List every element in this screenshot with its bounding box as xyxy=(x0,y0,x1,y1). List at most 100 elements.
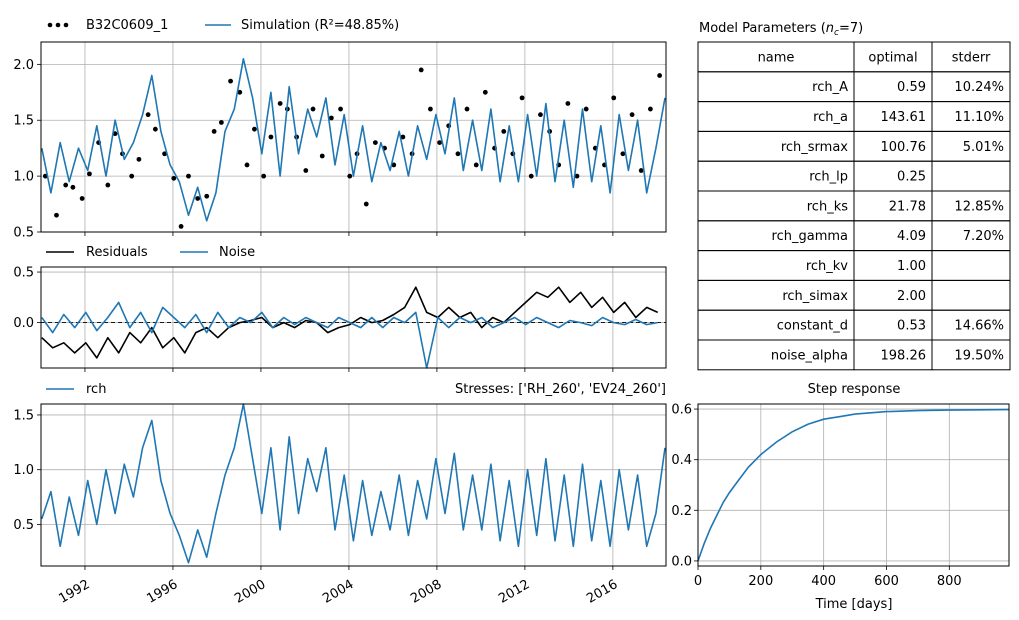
data-point xyxy=(277,101,283,106)
table-cell-text: 4.09 xyxy=(897,229,926,244)
contribution-legend: rch xyxy=(46,382,106,397)
y-tick-label: 1.0 xyxy=(13,463,34,478)
data-point xyxy=(261,173,267,179)
table-cell-text: rch_lp xyxy=(809,170,848,185)
step-response-line xyxy=(697,408,1010,562)
step-grid xyxy=(697,404,1009,566)
table-cell-text: rch_A xyxy=(812,80,848,95)
data-point xyxy=(70,184,76,190)
head-ticks: 0.5 1.0 1.5 2.0 xyxy=(13,58,614,241)
data-point xyxy=(648,106,653,112)
data-point xyxy=(583,106,589,112)
contribution-panel: 0.5 1.0 1.5 1992 1996 2000 2004 2008 2012 2016 rc… xyxy=(13,382,667,607)
parameters-cells: name optimal stderr rch_A 0.59 10.24% rch_a 143… xyxy=(697,41,1011,371)
table-cell-text: rch_gamma xyxy=(772,229,848,244)
data-point xyxy=(620,151,626,157)
legend-label-residuals: Residuals xyxy=(86,245,148,260)
step-axes-frame xyxy=(697,403,1010,567)
y-tick-label: 1.5 xyxy=(13,114,34,129)
data-point xyxy=(538,112,543,118)
data-point xyxy=(464,106,470,112)
head-panel: 0.5 1.0 1.5 2.0 B32C0609_1 Simulation (R²=4… xyxy=(13,18,667,241)
x-tick-label: 600 xyxy=(874,574,899,589)
parameters-table: Model Parameters (nc=7) name optimal stder… xyxy=(697,21,1011,371)
y-tick-label: 0.5 xyxy=(13,518,34,533)
residuals-ticks: 0.0 0.5 xyxy=(13,266,614,372)
table-cell-text: 10.24% xyxy=(954,80,1004,95)
head-series xyxy=(41,57,666,229)
legend-marker-observed xyxy=(47,22,53,28)
data-point xyxy=(574,173,580,179)
table-cell-text: noise_alpha xyxy=(771,348,848,363)
data-point xyxy=(455,151,461,157)
data-point xyxy=(195,196,201,201)
legend-label-noise: Noise xyxy=(219,245,255,260)
data-point xyxy=(186,173,191,179)
series-line-1 xyxy=(41,403,666,564)
legend-marker-observed xyxy=(55,22,61,28)
series-line-1 xyxy=(41,286,659,359)
x-tick-label: 2000 xyxy=(232,577,268,607)
table-cell xyxy=(931,250,1011,281)
legend-marker-observed xyxy=(63,22,69,28)
y-tick-label: 0.4 xyxy=(671,453,692,468)
residuals-panel: 0.0 0.5 Residuals Noise xyxy=(13,245,667,372)
data-point xyxy=(63,182,69,188)
table-cell-text: 14.66% xyxy=(954,319,1004,334)
residuals-series xyxy=(41,286,659,369)
data-point xyxy=(228,78,233,84)
y-tick-label: 0.2 xyxy=(671,504,692,519)
parameters-title: Model Parameters (nc=7) xyxy=(699,21,863,38)
data-point xyxy=(211,129,217,134)
x-tick-label: 2004 xyxy=(320,577,356,607)
x-tick-label: 800 xyxy=(937,574,962,589)
x-tick-label: 2012 xyxy=(496,577,532,607)
table-cell xyxy=(931,339,1011,371)
data-point xyxy=(638,168,644,173)
table-cell-text: 21.78 xyxy=(889,199,926,214)
table-header-text: optimal xyxy=(868,50,917,65)
table-cell xyxy=(931,279,1011,311)
data-point xyxy=(400,134,406,140)
data-point xyxy=(152,126,158,132)
y-tick-label: 1.0 xyxy=(13,170,34,185)
series-line-2 xyxy=(41,57,666,222)
residuals-axes-frame xyxy=(40,266,667,369)
table-cell-text: rch_simax xyxy=(782,289,848,304)
data-point xyxy=(473,162,479,168)
table-cell-text: 143.61 xyxy=(881,110,927,125)
data-point xyxy=(303,168,309,173)
data-point xyxy=(87,171,92,177)
table-cell-text: 7.20% xyxy=(963,229,1004,244)
data-point xyxy=(437,140,443,145)
stresses-label: Stresses: ['RH_260', 'EV24_260'] xyxy=(455,382,666,397)
x-tick-label: 400 xyxy=(811,574,836,589)
table-cell-text: 198.26 xyxy=(881,348,927,363)
table-cell-text: constant_d xyxy=(777,319,848,334)
data-point xyxy=(611,95,617,101)
data-point xyxy=(565,101,571,106)
step-response-title: Step response xyxy=(808,382,901,397)
table-cell-text: 0.53 xyxy=(897,319,926,334)
data-point xyxy=(528,173,534,179)
head-legend: B32C0609_1 Simulation (R²=48.85%) xyxy=(47,18,399,33)
data-point xyxy=(136,156,142,162)
x-tick-label: 200 xyxy=(748,574,773,589)
data-point xyxy=(328,115,334,121)
table-cell-text: 1.00 xyxy=(897,259,926,274)
x-tick-label: 2016 xyxy=(584,577,620,607)
contribution-axes-frame xyxy=(40,403,667,567)
data-point xyxy=(657,73,663,78)
data-point xyxy=(252,126,257,132)
contribution-series xyxy=(41,403,666,564)
data-point xyxy=(268,134,274,140)
x-tick-label: 1992 xyxy=(56,577,92,607)
data-point xyxy=(372,140,378,145)
x-tick-label: 0 xyxy=(694,574,702,589)
table-cell-text: 12.85% xyxy=(954,199,1004,214)
step-ticks: 0 200 400 600 800 0.0 0.2 0.4 0.6 xyxy=(671,403,961,589)
data-point xyxy=(319,153,325,159)
table-cell-text: 19.50% xyxy=(954,348,1004,363)
data-point xyxy=(347,173,353,179)
